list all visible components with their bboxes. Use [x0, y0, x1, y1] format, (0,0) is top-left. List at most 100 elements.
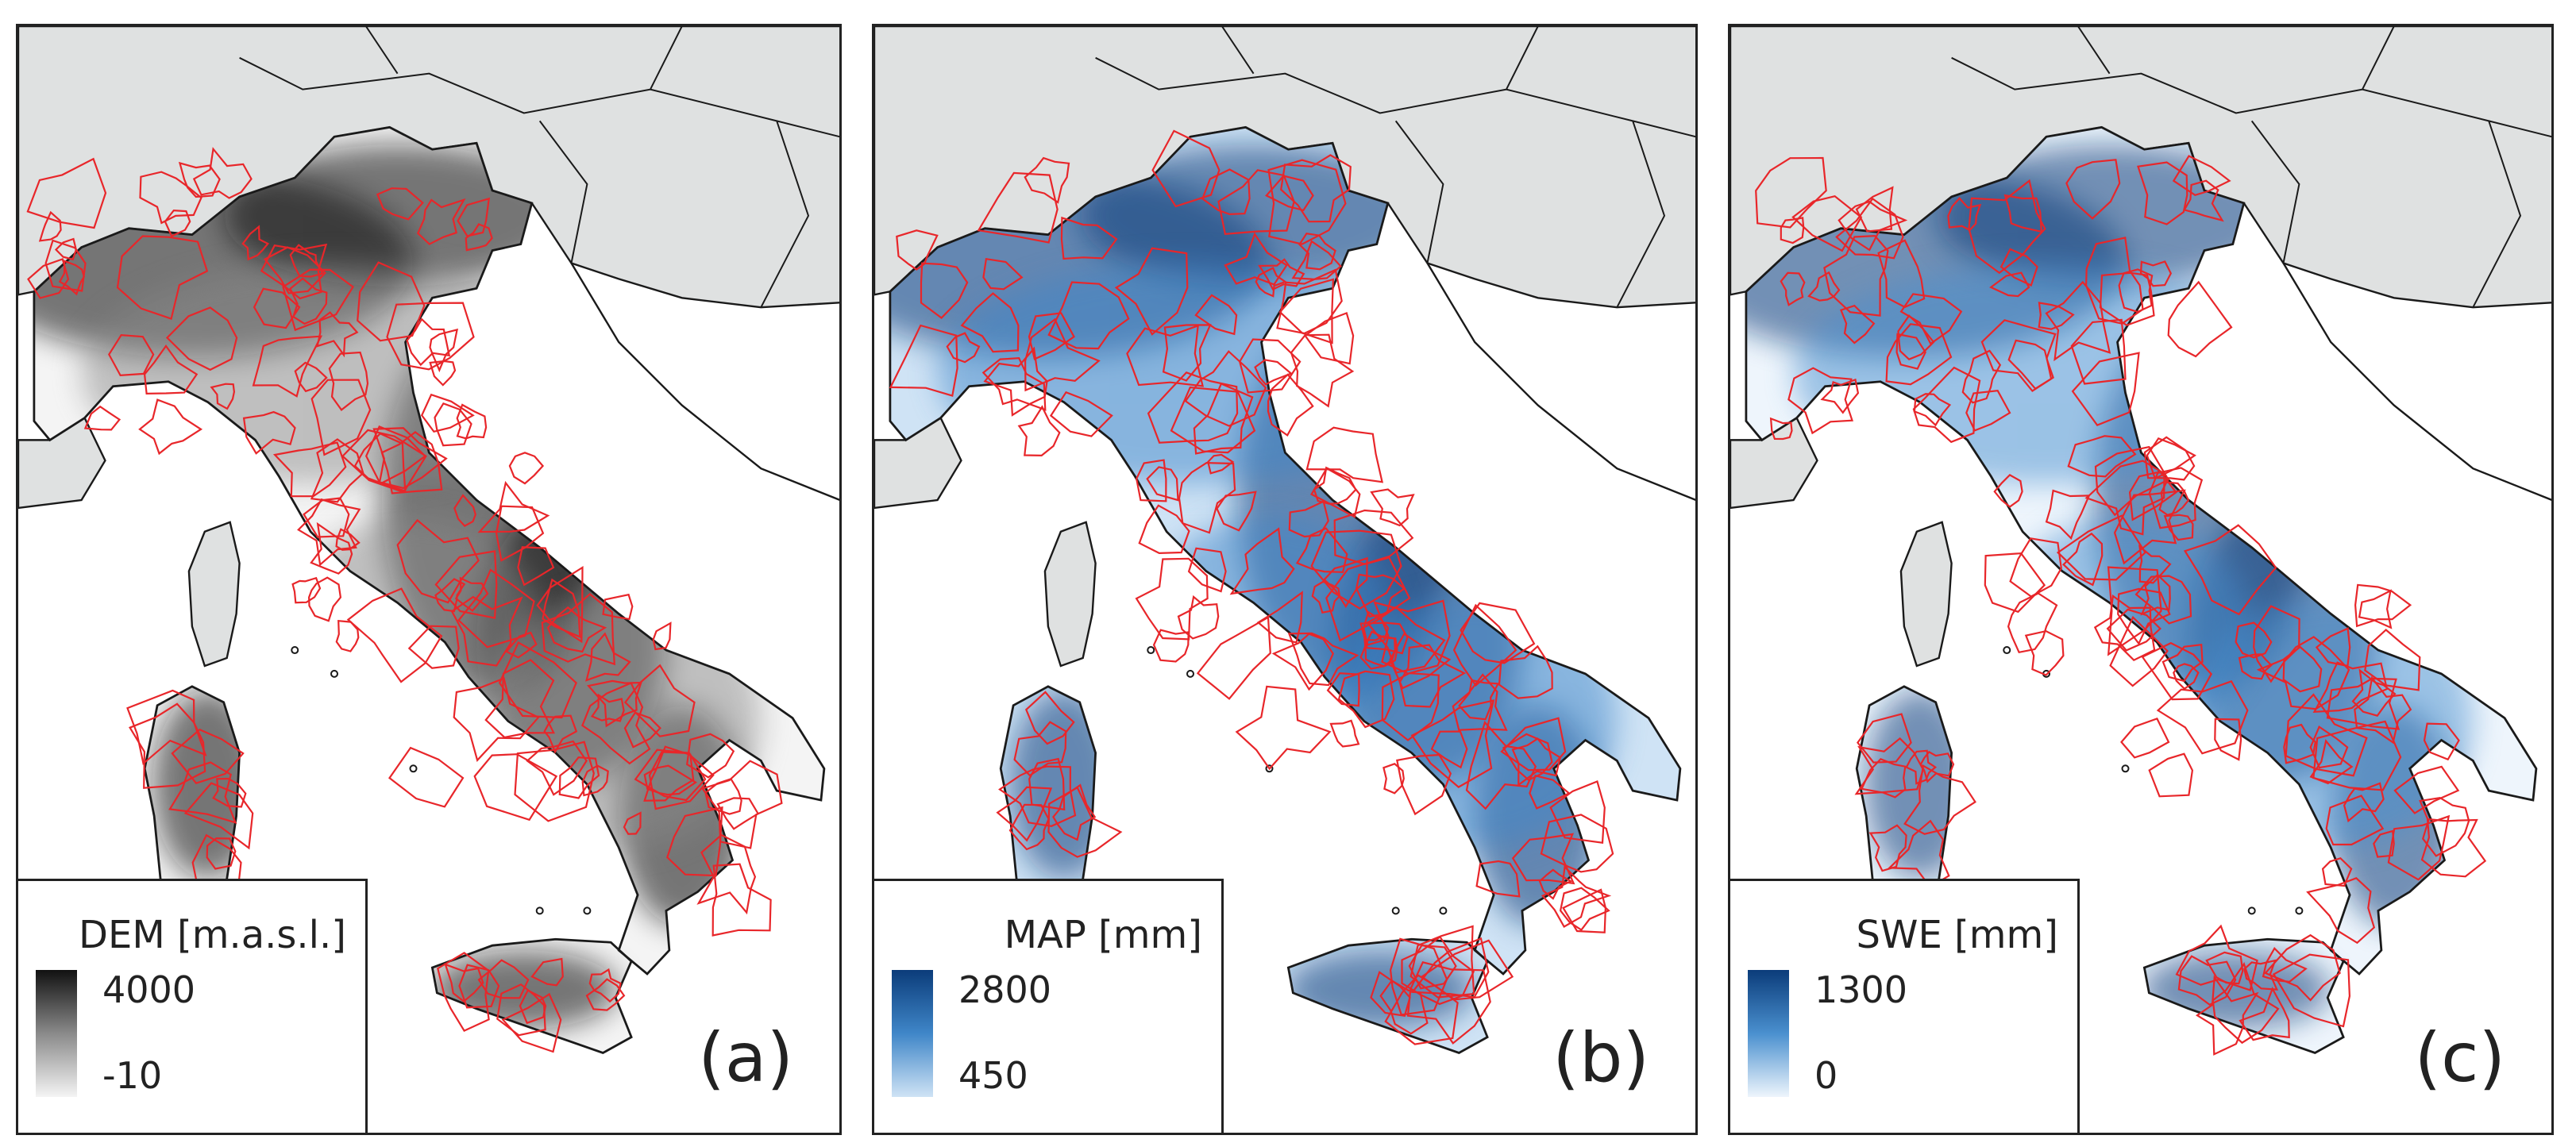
catchment-outline	[473, 753, 558, 822]
catchment-outline	[2067, 435, 2137, 478]
catchment-outline	[716, 797, 760, 830]
catchment-outline	[1049, 391, 1113, 437]
catchment-outline	[2183, 179, 2224, 222]
catchment-outline	[168, 761, 237, 825]
catchment-outline	[1355, 573, 1406, 618]
catchment-outline	[1359, 622, 1409, 655]
catchment-outline	[2212, 962, 2280, 1045]
catchment-outline	[1187, 547, 1227, 593]
catchment-outline	[206, 837, 237, 870]
catchment-outline	[1408, 944, 1457, 990]
catchment-outline	[1839, 304, 1876, 344]
catchment-outline	[585, 978, 626, 1011]
catchment-outline	[1460, 602, 1536, 664]
small-island	[1439, 906, 1448, 915]
catchment-outline	[1013, 721, 1067, 777]
catchment-outline	[272, 441, 347, 498]
catchment-outline	[2099, 271, 2155, 327]
legend-title: MAP [mm]	[1004, 913, 1202, 957]
legend-colorbar	[36, 970, 77, 1097]
catchment-outline	[210, 383, 236, 410]
catchment-outline	[2134, 575, 2192, 625]
legend-colorbar	[1748, 970, 1789, 1097]
catchment-outline	[396, 518, 480, 604]
catchment-outline	[1216, 491, 1257, 532]
catchment-outline	[1265, 175, 1314, 212]
catchment-outline	[585, 632, 631, 682]
catchment-outline	[2243, 959, 2279, 991]
catchment-outline	[1217, 169, 1295, 235]
catchment-outline	[501, 992, 562, 1053]
catchment-outline	[587, 679, 642, 728]
catchment-outline	[498, 641, 577, 719]
catchment-outline	[1235, 685, 1332, 771]
catchment-outline	[242, 410, 296, 455]
catchment-outline	[328, 351, 369, 411]
catchment-outline	[263, 246, 327, 294]
map-swe[interactable]	[1730, 26, 2551, 1133]
catchment-outline	[2354, 583, 2412, 628]
catchment-outline	[310, 521, 353, 575]
legend-swe: SWE [mm] 1300 0	[1730, 879, 2080, 1133]
catchment-outline	[1287, 632, 1359, 687]
catchment-outline	[896, 229, 939, 271]
catchment-outline	[2309, 725, 2349, 769]
catchment-outline	[541, 592, 615, 666]
catchment-outline	[1877, 239, 1926, 309]
catchment-outline	[2007, 592, 2058, 654]
catchment-outline	[530, 957, 564, 987]
catchment-outline	[108, 333, 155, 377]
catchment-outline	[444, 963, 484, 1003]
catchment-outline	[2423, 722, 2460, 761]
catchment-outline	[1912, 366, 1981, 444]
catchment-outline	[1452, 603, 1517, 687]
catchment-outline	[1288, 500, 1329, 538]
catchment-outline	[1868, 824, 1907, 872]
catchment-outline	[558, 756, 600, 799]
catchment-outline	[2262, 946, 2308, 983]
catchment-outline	[1396, 753, 1452, 816]
catchment-outline	[546, 606, 607, 653]
catchment-outline	[704, 777, 742, 815]
map-precipitation[interactable]	[874, 26, 1695, 1133]
catchment-outline	[1823, 234, 1889, 317]
catchment-outline	[1258, 258, 1305, 291]
catchment-outline	[2364, 629, 2421, 691]
catchment-outline	[2264, 933, 2341, 1002]
catchment-outline	[1780, 271, 1806, 306]
catchment-outline	[643, 764, 698, 796]
catchment-outline	[2093, 594, 2156, 662]
catchment-outline	[711, 863, 772, 937]
catchment-outline	[1885, 323, 1953, 386]
catchment-outline	[380, 431, 443, 495]
catchment-outline	[1136, 459, 1167, 502]
catchment-outline	[2156, 679, 2249, 755]
catchment-outline	[1370, 971, 1411, 1018]
catchment-outline	[2351, 668, 2397, 717]
catchment-outline	[2070, 318, 2127, 385]
catchment-outline	[1980, 319, 2057, 393]
catchment-outline	[1913, 393, 1952, 427]
catchment-outline	[1028, 757, 1066, 811]
small-island	[409, 764, 418, 773]
catchment-outline	[1310, 529, 1402, 610]
catchment-outline	[294, 361, 328, 393]
catchment-outline	[1017, 405, 1061, 457]
catchment-outline	[429, 328, 459, 373]
catchment-outline	[1389, 633, 1452, 690]
catchment-outline	[1224, 232, 1288, 286]
catchment-outline	[946, 332, 981, 364]
catchment-outline	[2038, 302, 2075, 330]
catchment-outline	[1170, 386, 1256, 454]
catchment-outline	[1430, 730, 1468, 769]
catchment-outline	[1239, 338, 1301, 394]
catchment-outline	[981, 357, 1047, 411]
catchment-outline	[1256, 591, 1303, 644]
catchment-outline	[456, 403, 488, 440]
catchment-outline	[291, 576, 322, 604]
catchment-outline	[1052, 783, 1097, 841]
catchment-outline	[1151, 129, 1221, 208]
catchment-outline	[982, 257, 1024, 291]
catchment-outline	[26, 157, 107, 229]
catchment-outline	[1989, 271, 2030, 298]
